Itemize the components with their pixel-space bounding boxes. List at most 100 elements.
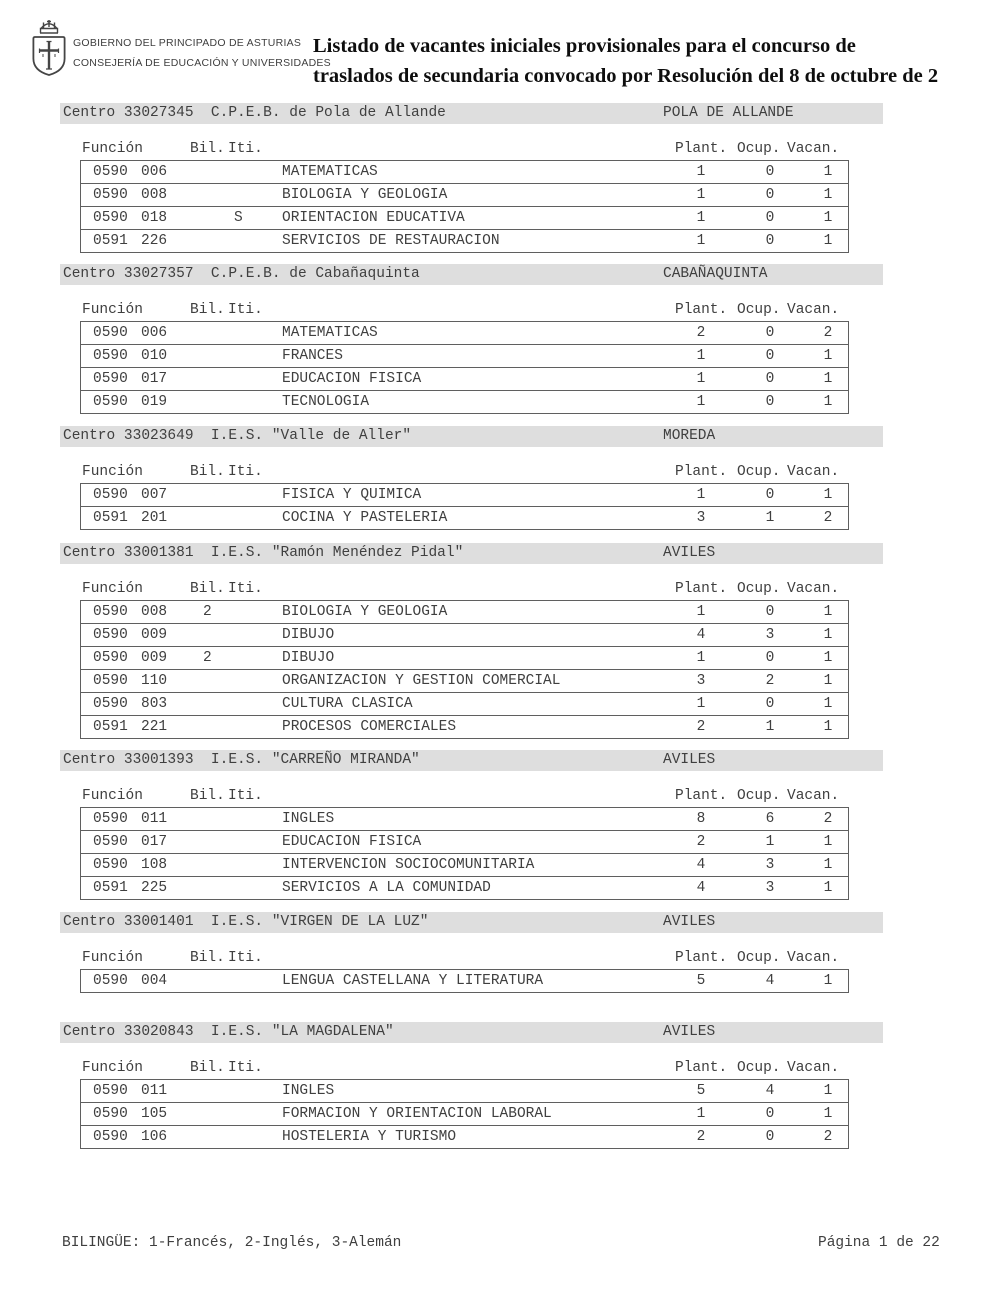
cell-vacan: 1 xyxy=(823,1083,833,1099)
table-row: 0590 011 INGLES 5 4 1 xyxy=(81,1080,848,1103)
cell-vacan: 1 xyxy=(823,233,833,249)
centro-title: Centro 33020843 I.E.S. "LA MAGDALENA" xyxy=(63,1024,394,1040)
cell-materia: BIOLOGIA Y GEOLOGIA xyxy=(282,187,448,203)
col-vacan-label: Vacan. xyxy=(787,788,840,804)
cell-cuerpo: 0590 xyxy=(93,673,128,689)
cell-ocup: 0 xyxy=(765,1129,775,1145)
vacancy-table: 0590 006 MATEMATICAS 1 0 1 0590 008 BIOLOGIA Y G… xyxy=(80,160,849,253)
cell-especialidad: 009 xyxy=(141,627,168,643)
table-row: 0591 226 SERVICIOS DE RESTAURACION 1 0 1 xyxy=(81,230,848,252)
table-row: 0590 010 FRANCES 1 0 1 xyxy=(81,345,848,368)
cell-materia: ORGANIZACION Y GESTION COMERCIAL xyxy=(282,673,561,689)
centro-title: Centro 33001393 I.E.S. "CARREÑO MIRANDA" xyxy=(63,752,420,768)
cell-plant: 1 xyxy=(696,210,706,226)
cell-materia: INGLES xyxy=(282,1083,335,1099)
col-bil-label: Bil. xyxy=(190,788,225,804)
col-iti-label: Iti. xyxy=(228,464,263,480)
cell-materia: EDUCACION FISICA xyxy=(282,834,422,850)
column-headers: Función Bil. Iti. Plant. Ocup. Vacan. xyxy=(0,1059,1000,1077)
col-funcion-label: Función xyxy=(82,581,143,597)
centro-title: Centro 33001381 I.E.S. "Ramón Menéndez P… xyxy=(63,545,464,561)
cell-vacan: 1 xyxy=(823,834,833,850)
cell-materia: INGLES xyxy=(282,811,335,827)
col-ocup-label: Ocup. xyxy=(737,1060,781,1076)
col-ocup-label: Ocup. xyxy=(737,581,781,597)
cell-bil: 2 xyxy=(203,650,212,666)
cell-vacan: 2 xyxy=(823,325,833,341)
cell-vacan: 1 xyxy=(823,604,833,620)
cell-cuerpo: 0590 xyxy=(93,811,128,827)
col-vacan-label: Vacan. xyxy=(787,581,840,597)
col-ocup-label: Ocup. xyxy=(737,788,781,804)
col-plant-label: Plant. xyxy=(675,464,728,480)
cell-ocup: 0 xyxy=(765,210,775,226)
cell-vacan: 1 xyxy=(823,187,833,203)
cell-materia: ORIENTACION EDUCATIVA xyxy=(282,210,465,226)
cell-vacan: 2 xyxy=(823,1129,833,1145)
table-row: 0590 110 ORGANIZACION Y GESTION COMERCIAL 3… xyxy=(81,670,848,693)
cell-vacan: 1 xyxy=(823,1106,833,1122)
cell-materia: BIOLOGIA Y GEOLOGIA xyxy=(282,604,448,620)
table-row: 0590 108 INTERVENCION SOCIOCOMUNITARIA 4 3 1 xyxy=(81,854,848,877)
col-iti-label: Iti. xyxy=(228,950,263,966)
cell-vacan: 1 xyxy=(823,650,833,666)
col-vacan-label: Vacan. xyxy=(787,1060,840,1076)
cell-especialidad: 105 xyxy=(141,1106,168,1122)
table-row: 0590 007 FISICA Y QUIMICA 1 0 1 xyxy=(81,484,848,507)
cell-ocup: 0 xyxy=(765,696,775,712)
cell-ocup: 0 xyxy=(765,371,775,387)
cell-ocup: 0 xyxy=(765,394,775,410)
vacancy-table: 0590 008 2 BIOLOGIA Y GEOLOGIA 1 0 1 0590 009 DIB… xyxy=(80,600,849,739)
cell-plant: 1 xyxy=(696,348,706,364)
cell-ocup: 3 xyxy=(765,880,775,896)
col-vacan-label: Vacan. xyxy=(787,950,840,966)
table-row: 0590 006 MATEMATICAS 2 0 2 xyxy=(81,322,848,345)
cell-plant: 1 xyxy=(696,1106,706,1122)
cell-plant: 1 xyxy=(696,487,706,503)
col-plant-label: Plant. xyxy=(675,302,728,318)
cell-plant: 5 xyxy=(696,973,706,989)
cell-plant: 2 xyxy=(696,834,706,850)
col-funcion-label: Función xyxy=(82,464,143,480)
cell-plant: 1 xyxy=(696,604,706,620)
cell-cuerpo: 0590 xyxy=(93,834,128,850)
cell-vacan: 1 xyxy=(823,857,833,873)
page-number: Página 1 de 22 xyxy=(818,1235,940,1251)
cell-plant: 1 xyxy=(696,696,706,712)
centro-city: AVILES xyxy=(663,545,716,561)
col-ocup-label: Ocup. xyxy=(737,141,781,157)
cell-especialidad: 110 xyxy=(141,673,168,689)
table-row: 0590 018 S ORIENTACION EDUCATIVA 1 0 1 xyxy=(81,207,848,230)
cell-plant: 1 xyxy=(696,164,706,180)
cell-cuerpo: 0591 xyxy=(93,510,128,526)
cell-especialidad: 226 xyxy=(141,233,168,249)
centro-city: AVILES xyxy=(663,914,716,930)
col-iti-label: Iti. xyxy=(228,1060,263,1076)
cell-cuerpo: 0590 xyxy=(93,371,128,387)
cell-plant: 3 xyxy=(696,510,706,526)
cell-cuerpo: 0590 xyxy=(93,394,128,410)
cell-vacan: 1 xyxy=(823,394,833,410)
table-row: 0591 225 SERVICIOS A LA COMUNIDAD 4 3 1 xyxy=(81,877,848,899)
document-title: Listado de vacantes iniciales provisiona… xyxy=(313,31,1000,91)
cell-vacan: 1 xyxy=(823,880,833,896)
centro-title: Centro 33027357 C.P.E.B. de Cabañaquinta xyxy=(63,266,420,282)
centro-header-bar: Centro 33020843 I.E.S. "LA MAGDALENA" AVI… xyxy=(60,1022,883,1043)
org-name-line1: GOBIERNO DEL PRINCIPADO DE ASTURIAS xyxy=(73,37,302,49)
cell-vacan: 1 xyxy=(823,696,833,712)
vacancy-table: 0590 011 INGLES 8 6 2 0590 017 EDUCACION FISICA 2… xyxy=(80,807,849,900)
cell-materia: TECNOLOGIA xyxy=(282,394,370,410)
cell-ocup: 0 xyxy=(765,1106,775,1122)
cell-ocup: 0 xyxy=(765,604,775,620)
cell-especialidad: 006 xyxy=(141,325,168,341)
col-funcion-label: Función xyxy=(82,1060,143,1076)
cell-materia: DIBUJO xyxy=(282,627,335,643)
centro-header-bar: Centro 33027357 C.P.E.B. de Cabañaquinta… xyxy=(60,264,883,285)
document-title-line2: traslados de secundaria convocado por Re… xyxy=(313,65,939,87)
table-row: 0590 009 2 DIBUJO 1 0 1 xyxy=(81,647,848,670)
column-headers: Función Bil. Iti. Plant. Ocup. Vacan. xyxy=(0,949,1000,967)
cell-materia: LENGUA CASTELLANA Y LITERATURA xyxy=(282,973,544,989)
centro-header-bar: Centro 33027345 C.P.E.B. de Pola de Alla… xyxy=(60,103,883,124)
cell-plant: 1 xyxy=(696,394,706,410)
cell-ocup: 3 xyxy=(765,857,775,873)
